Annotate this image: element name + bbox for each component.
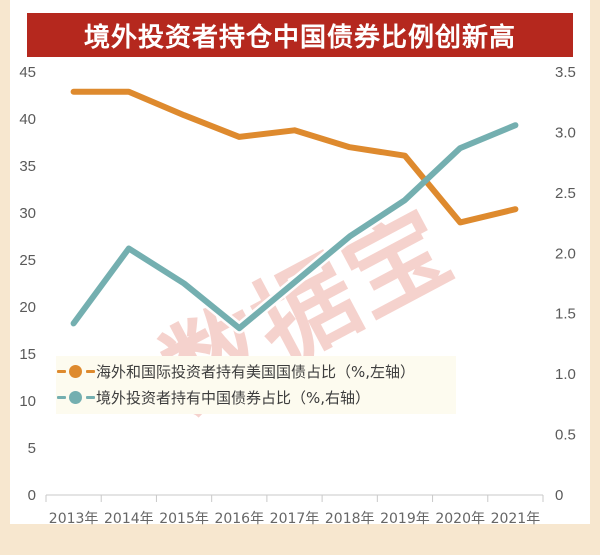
y-axis-left-tick: 25	[19, 252, 36, 269]
series-line[interactable]	[70, 88, 519, 226]
x-axis-tick-label: 2016年	[214, 511, 264, 527]
y-axis-right-tick: 0	[555, 487, 563, 504]
page-title-text: 境外投资者持仓中国债券比例创新高	[83, 22, 516, 53]
legend-swatch-orange	[56, 362, 96, 380]
y-axis-right-tick: 2.0	[555, 245, 576, 262]
x-axis-tick-label: 2015年	[159, 511, 209, 527]
y-axis-left-tick: 30	[19, 205, 36, 222]
x-axis-tick-label: 2014年	[104, 511, 154, 527]
y-axis-right-tick: 3.5	[555, 64, 576, 81]
y-axis-left-tick: 40	[19, 111, 36, 128]
y-axis-right-tick: 1.5	[555, 306, 576, 323]
x-axis-tick-label: 2021年	[491, 511, 541, 527]
y-axis-left-tick: 45	[19, 64, 36, 81]
x-axis-tick-label: 2019年	[380, 511, 430, 527]
series-line[interactable]	[70, 122, 519, 332]
y-axis-right-tick: 1.0	[555, 366, 576, 383]
x-axis-tick-label: 2013年	[49, 511, 99, 527]
legend-swatch-teal	[56, 388, 96, 406]
legend-item-us-treasury: 海外和国际投资者持有美国国债占比（%,左轴）	[56, 358, 456, 384]
x-axis-tick-label: 2018年	[325, 511, 375, 527]
y-axis-left-tick: 10	[19, 393, 36, 410]
y-axis-left-tick: 35	[19, 158, 36, 175]
y-axis-right-tick: 2.5	[555, 185, 576, 202]
x-axis-tick-label: 2017年	[270, 511, 320, 527]
y-axis-left-tick: 20	[19, 299, 36, 316]
chart-legend: 海外和国际投资者持有美国国债占比（%,左轴） 境外投资者持有中国债券占比（%,右…	[56, 356, 456, 414]
y-axis-left-tick: 5	[28, 440, 36, 457]
x-axis-tick-label: 2020年	[435, 511, 485, 527]
legend-label-china-bonds: 境外投资者持有中国债券占比（%,右轴）	[96, 388, 371, 407]
y-axis-right-tick: 3.0	[555, 124, 576, 141]
legend-item-china-bonds: 境外投资者持有中国债券占比（%,右轴）	[56, 384, 456, 410]
y-axis-left-tick: 15	[19, 346, 36, 363]
page-title: 境外投资者持仓中国债券比例创新高	[28, 14, 572, 56]
legend-label-us-treasury: 海外和国际投资者持有美国国债占比（%,左轴）	[96, 362, 416, 381]
y-axis-left-tick: 0	[28, 487, 36, 504]
y-axis-right-tick: 0.5	[555, 427, 576, 444]
